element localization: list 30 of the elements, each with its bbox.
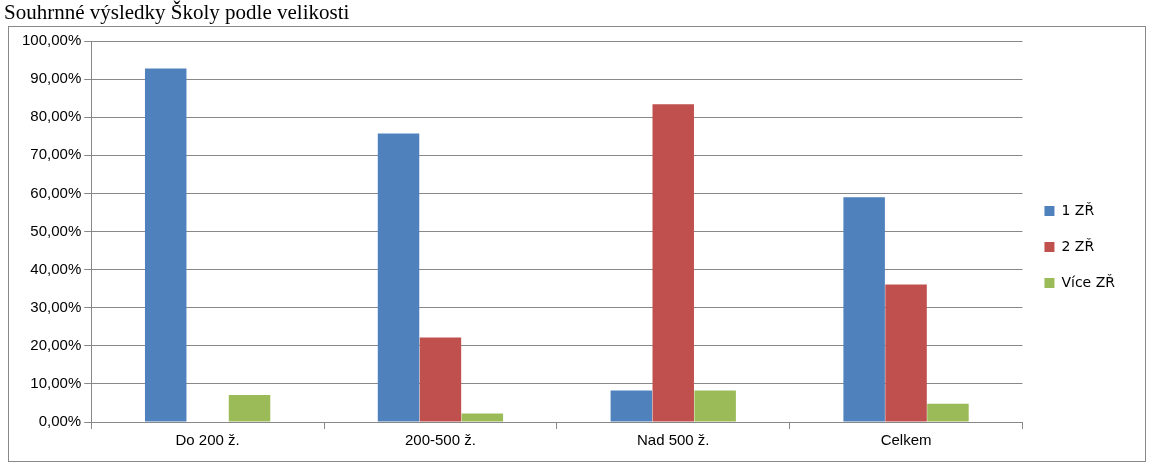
bar — [228, 394, 271, 422]
bar — [461, 413, 504, 422]
y-tick-label: 90,00% — [30, 69, 82, 87]
chart-title: Souhrnné výsledky Školy podle velikosti — [4, 0, 350, 25]
y-tick-label: 80,00% — [30, 107, 82, 125]
bar — [885, 284, 927, 422]
y-tick-label: 60,00% — [30, 183, 82, 201]
x-tick-label: 200-500 ž. — [404, 431, 476, 449]
y-tick-label: 70,00% — [30, 145, 82, 163]
legend-label: 2 ZŘ — [1061, 237, 1095, 254]
bar — [694, 390, 736, 422]
bar — [377, 133, 420, 422]
bar — [419, 337, 462, 422]
bar — [144, 68, 187, 422]
y-tick-label: 50,00% — [30, 221, 82, 239]
y-tick-label: 40,00% — [30, 259, 82, 277]
y-tick-label: 20,00% — [30, 335, 82, 353]
x-tick-label: Nad 500 ž. — [636, 431, 710, 449]
y-tick-label: 30,00% — [30, 297, 82, 315]
bar — [610, 390, 653, 422]
x-tick-label: Do 200 ž. — [175, 431, 240, 449]
bar — [843, 197, 885, 422]
legend-label: 1 ZŘ — [1061, 201, 1095, 218]
y-tick-label: 10,00% — [30, 374, 82, 392]
x-tick-label: Celkem — [880, 431, 932, 449]
y-tick-label: 0,00% — [38, 412, 82, 430]
y-tick-label: 100,00% — [22, 31, 82, 49]
bar — [652, 104, 694, 422]
legend-label: Více ZŘ — [1061, 273, 1116, 290]
bar — [927, 403, 969, 422]
